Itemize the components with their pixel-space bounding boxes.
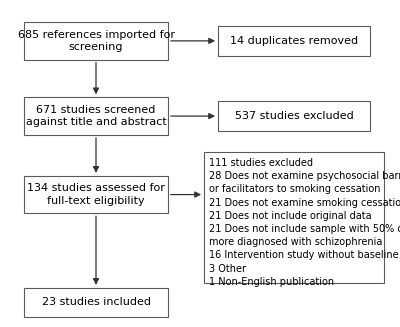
Text: 23 studies included: 23 studies included [42,298,150,307]
FancyBboxPatch shape [24,22,168,60]
Text: 14 duplicates removed: 14 duplicates removed [230,36,358,46]
FancyBboxPatch shape [24,176,168,213]
FancyBboxPatch shape [204,152,384,283]
Text: 685 references imported for
screening: 685 references imported for screening [18,30,174,52]
Text: 671 studies screened
against title and abstract: 671 studies screened against title and a… [26,105,166,127]
FancyBboxPatch shape [218,26,370,56]
Text: 537 studies excluded: 537 studies excluded [235,111,353,121]
FancyBboxPatch shape [24,288,168,317]
FancyBboxPatch shape [218,101,370,131]
Text: 134 studies assessed for
full-text eligibility: 134 studies assessed for full-text eligi… [27,183,165,206]
FancyBboxPatch shape [24,97,168,135]
Text: 111 studies excluded
28 Does not examine psychosocial barriers
or facilitators t: 111 studies excluded 28 Does not examine… [209,158,400,287]
